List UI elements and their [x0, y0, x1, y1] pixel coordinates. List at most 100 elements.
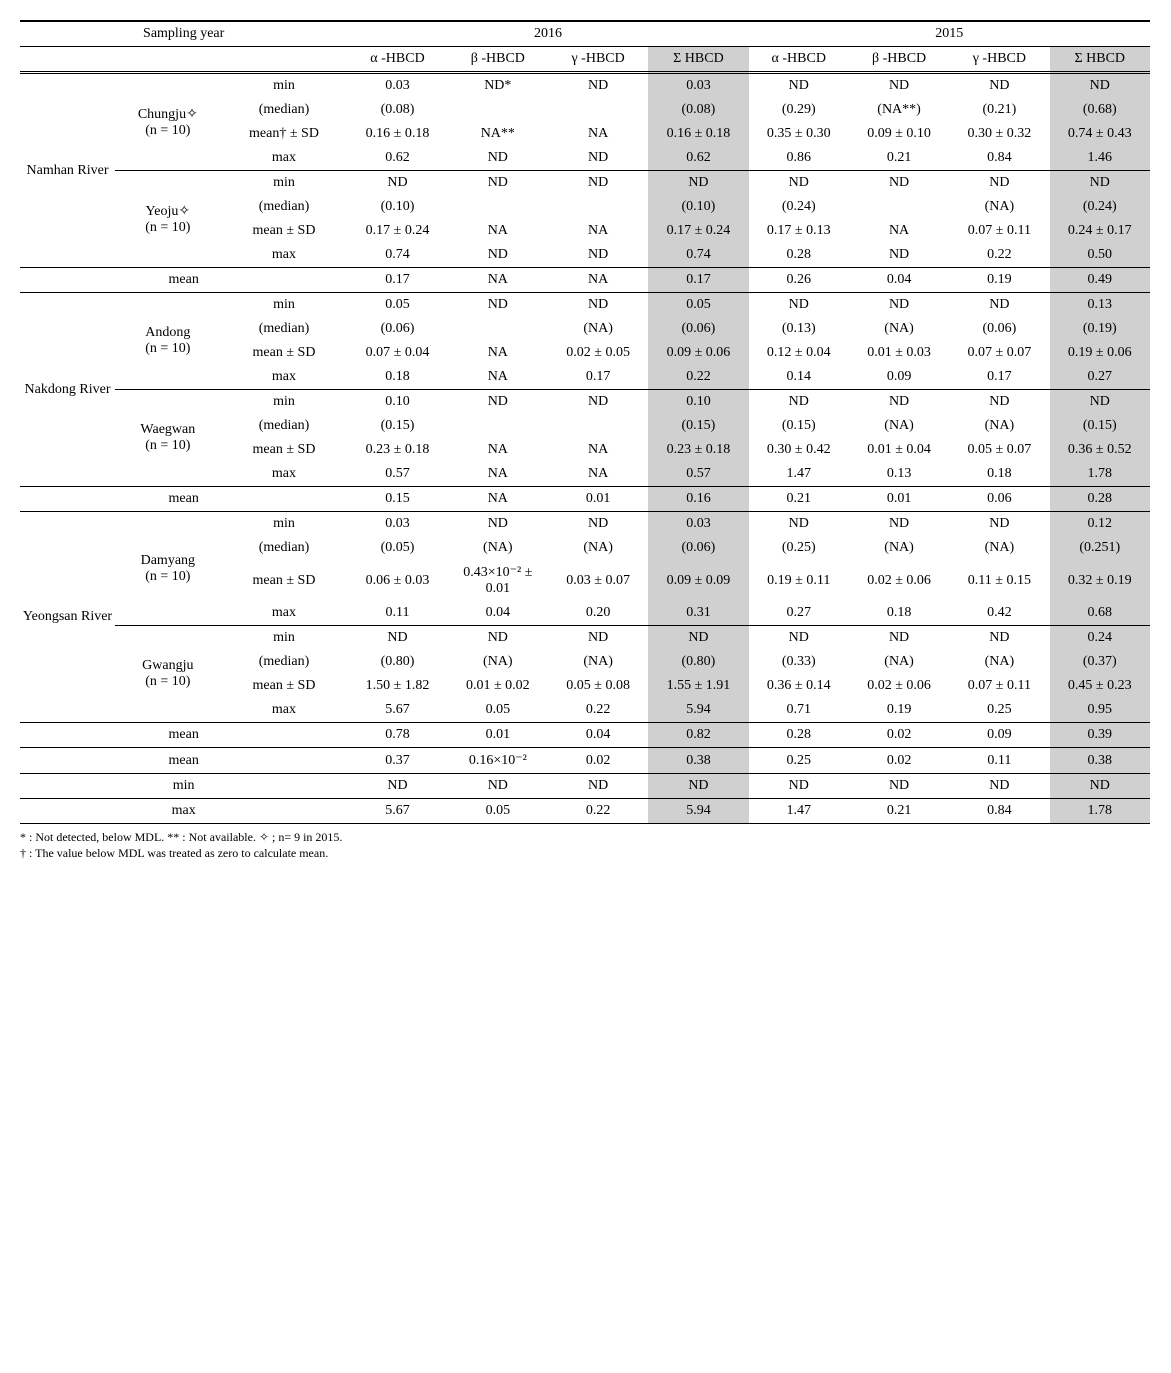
cell: 0.32 ± 0.19: [1050, 560, 1150, 601]
stat-mean-sd: mean ± SD: [221, 438, 348, 462]
cell: ND: [548, 293, 648, 318]
cell: 0.17: [347, 268, 447, 293]
cell: ND: [448, 512, 548, 537]
cell: 0.13: [1050, 293, 1150, 318]
cell: 0.17: [648, 268, 748, 293]
cell: 0.02: [849, 723, 949, 748]
cell: 0.30 ± 0.32: [949, 122, 1049, 146]
cell: ND: [749, 390, 849, 415]
cell: 0.42: [949, 601, 1049, 626]
cell: ND: [749, 774, 849, 799]
cell: (0.15): [648, 414, 748, 438]
cell: 1.78: [1050, 799, 1150, 824]
river-mean-namhan: mean: [20, 268, 347, 293]
cell: (0.15): [749, 414, 849, 438]
site-damyang-n: (n = 10): [145, 569, 190, 584]
cell: 0.28: [1050, 487, 1150, 512]
cell: ND: [849, 626, 949, 651]
cell: (0.21): [949, 98, 1049, 122]
cell: (NA): [949, 414, 1049, 438]
cell: 0.71: [749, 698, 849, 723]
site-damyang: Damyang (n = 10): [115, 512, 221, 626]
cell: (NA): [849, 536, 949, 560]
cell: ND: [448, 146, 548, 171]
cell: NA: [548, 462, 648, 487]
cell: 0.50: [1050, 243, 1150, 268]
footnote-line1: * : Not detected, below MDL. ** : Not av…: [20, 830, 342, 844]
cell: 0.36 ± 0.14: [749, 674, 849, 698]
site-chungju-name: Chungju✧: [138, 107, 198, 122]
cell: NA: [448, 487, 548, 512]
stat-min: min: [221, 512, 348, 537]
cell: ND: [849, 293, 949, 318]
cell: NA: [548, 219, 648, 243]
cell: ND: [849, 73, 949, 99]
cell: ND: [548, 243, 648, 268]
cell: 0.18: [849, 601, 949, 626]
cell: 0.09: [849, 365, 949, 390]
cell: 0.84: [949, 146, 1049, 171]
cell: 0.06 ± 0.03: [347, 560, 447, 601]
cell: ND: [448, 171, 548, 196]
cell: 0.16×10⁻²: [448, 748, 548, 774]
cell: 0.35 ± 0.30: [749, 122, 849, 146]
cell: 0.95: [1050, 698, 1150, 723]
cell: (0.251): [1050, 536, 1150, 560]
stat-mean-sd: mean ± SD: [221, 674, 348, 698]
cell: ND: [849, 171, 949, 196]
cell: [548, 414, 648, 438]
header-year-2016: 2016: [347, 21, 748, 47]
cell: 0.19 ± 0.06: [1050, 341, 1150, 365]
cell: 0.68: [1050, 601, 1150, 626]
cell: NA: [849, 219, 949, 243]
grand-mean-label: mean: [20, 748, 347, 774]
cell: 0.11: [347, 601, 447, 626]
cell: 0.21: [849, 799, 949, 824]
cell: 0.02 ± 0.05: [548, 341, 648, 365]
cell: ND: [648, 626, 748, 651]
cell: 0.38: [648, 748, 748, 774]
cell: ND: [949, 512, 1049, 537]
cell: 0.43×10⁻² ± 0.01: [448, 560, 548, 601]
cell: 0.82: [648, 723, 748, 748]
stat-median: (median): [221, 650, 348, 674]
cell: 0.05: [448, 799, 548, 824]
stat-median: (median): [221, 317, 348, 341]
site-chungju-n: (n = 10): [145, 123, 190, 138]
cell: NA: [548, 122, 648, 146]
cell: NA: [448, 438, 548, 462]
cell: (0.25): [749, 536, 849, 560]
cell: 0.25: [949, 698, 1049, 723]
cell: 0.23 ± 0.18: [648, 438, 748, 462]
cell: (0.33): [749, 650, 849, 674]
cell: ND: [849, 774, 949, 799]
cell: (0.80): [347, 650, 447, 674]
cell: 0.37: [347, 748, 447, 774]
stat-max: max: [221, 365, 348, 390]
site-waegwan-name: Waegwan: [140, 422, 195, 437]
cell: [448, 195, 548, 219]
cell: 0.49: [1050, 268, 1150, 293]
cell: 0.11: [949, 748, 1049, 774]
cell: 0.39: [1050, 723, 1150, 748]
cell: 0.11 ± 0.15: [949, 560, 1049, 601]
site-damyang-name: Damyang: [141, 553, 195, 568]
cell: 0.74: [347, 243, 447, 268]
cell: ND: [548, 512, 648, 537]
cell: (NA): [849, 317, 949, 341]
cell: ND*: [448, 73, 548, 99]
river-mean-nakdong: mean: [20, 487, 347, 512]
cell: ND: [548, 626, 648, 651]
cell: ND: [548, 73, 648, 99]
site-waegwan-n: (n = 10): [145, 438, 190, 453]
cell: ND: [1050, 774, 1150, 799]
cell: 0.01: [548, 487, 648, 512]
header-gamma-2015: γ -HBCD: [949, 47, 1049, 73]
cell: 0.02 ± 0.06: [849, 560, 949, 601]
cell: NA: [548, 438, 648, 462]
site-gwangju-name: Gwangju: [142, 658, 193, 673]
cell: ND: [448, 293, 548, 318]
cell: 0.05 ± 0.08: [548, 674, 648, 698]
header-sum-2015: Σ HBCD: [1050, 47, 1150, 73]
cell: 0.07 ± 0.11: [949, 219, 1049, 243]
